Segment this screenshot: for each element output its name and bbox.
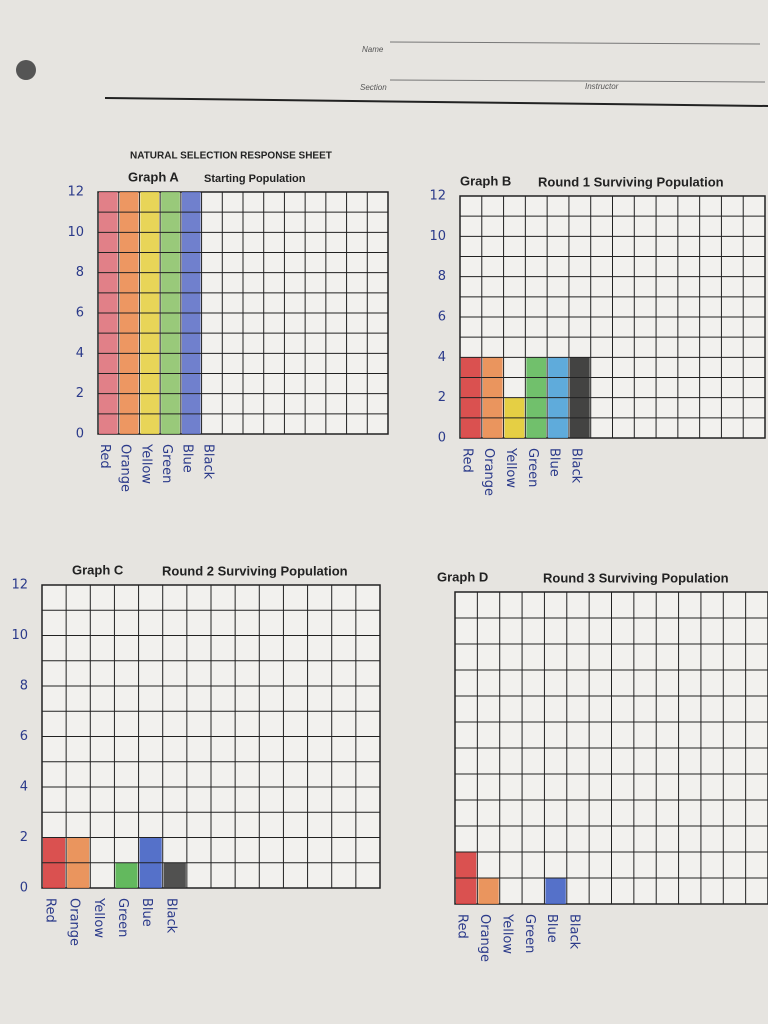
bar xyxy=(163,862,186,888)
y-tick-label: 2 xyxy=(20,830,28,845)
y-tick-label: 4 xyxy=(20,780,28,795)
x-tick-label: Black xyxy=(568,448,583,484)
chart-subtitle: Round 2 Surviving Population xyxy=(162,563,348,578)
chart-subtitle: Round 1 Surviving Population xyxy=(538,174,724,189)
y-tick-label: 8 xyxy=(76,265,84,280)
y-tick-label: 10 xyxy=(429,229,446,244)
x-tick-label: Yellow xyxy=(503,447,518,488)
instructor-label: Instructor xyxy=(585,82,619,91)
x-tick-label: Orange xyxy=(477,914,492,962)
chart-title: Graph B xyxy=(460,173,511,188)
y-tick-label: 12 xyxy=(429,189,446,204)
y-tick-label: 2 xyxy=(76,386,84,401)
x-tick-label: Black xyxy=(163,898,178,934)
name-line xyxy=(389,41,761,45)
binder-hole xyxy=(16,60,36,80)
bar xyxy=(545,878,566,904)
x-tick-label: Green xyxy=(115,898,130,937)
x-tick-label: Red xyxy=(459,448,474,473)
y-tick-label: 6 xyxy=(438,310,446,325)
x-tick-label: Orange xyxy=(118,444,133,492)
x-tick-label: Blue xyxy=(544,914,559,943)
y-tick-label: 12 xyxy=(67,185,84,200)
x-tick-label: Green xyxy=(159,444,174,483)
x-tick-label: Black xyxy=(200,444,215,480)
x-tick-label: Red xyxy=(455,914,470,939)
section-label: Section xyxy=(360,83,387,92)
y-tick-label: 4 xyxy=(76,346,84,361)
chart-subtitle: Round 3 Surviving Population xyxy=(543,570,729,585)
x-tick-label: Orange xyxy=(67,898,82,946)
chart-subtitle: Starting Population xyxy=(204,173,306,185)
x-tick-label: Blue xyxy=(139,898,154,927)
chart-title: Graph D xyxy=(437,569,488,584)
y-tick-label: 6 xyxy=(76,306,84,321)
bar xyxy=(478,878,499,904)
y-tick-label: 0 xyxy=(438,431,446,446)
sheet-title: NATURAL SELECTION RESPONSE SHEET xyxy=(130,151,332,162)
x-tick-label: Green xyxy=(522,914,537,953)
x-tick-label: Yellow xyxy=(138,443,153,484)
y-tick-label: 6 xyxy=(20,729,28,744)
y-tick-label: 10 xyxy=(67,225,84,240)
x-tick-label: Orange xyxy=(481,448,496,496)
y-tick-label: 0 xyxy=(76,427,84,442)
x-tick-label: Yellow xyxy=(499,913,514,954)
y-tick-label: 0 xyxy=(20,881,28,896)
section-line xyxy=(389,79,766,83)
x-tick-label: Blue xyxy=(180,444,195,473)
x-tick-label: Red xyxy=(43,898,58,923)
y-tick-label: 12 xyxy=(11,578,28,593)
x-tick-label: Black xyxy=(566,914,581,950)
chart-title: Graph A xyxy=(128,169,179,184)
y-tick-label: 2 xyxy=(438,390,446,405)
name-label: Name xyxy=(362,45,384,54)
x-tick-label: Green xyxy=(525,448,540,487)
header-rule xyxy=(104,97,768,107)
y-tick-label: 8 xyxy=(20,679,28,694)
chart-title: Graph C xyxy=(72,562,124,577)
bar xyxy=(115,862,138,888)
x-tick-label: Blue xyxy=(547,448,562,477)
x-tick-label: Yellow xyxy=(91,897,106,938)
x-tick-label: Red xyxy=(97,444,112,469)
y-tick-label: 8 xyxy=(438,269,446,284)
y-tick-label: 10 xyxy=(11,628,28,643)
y-tick-label: 4 xyxy=(438,350,446,365)
